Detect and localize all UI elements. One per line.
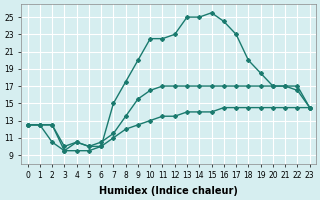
X-axis label: Humidex (Indice chaleur): Humidex (Indice chaleur) <box>99 186 238 196</box>
